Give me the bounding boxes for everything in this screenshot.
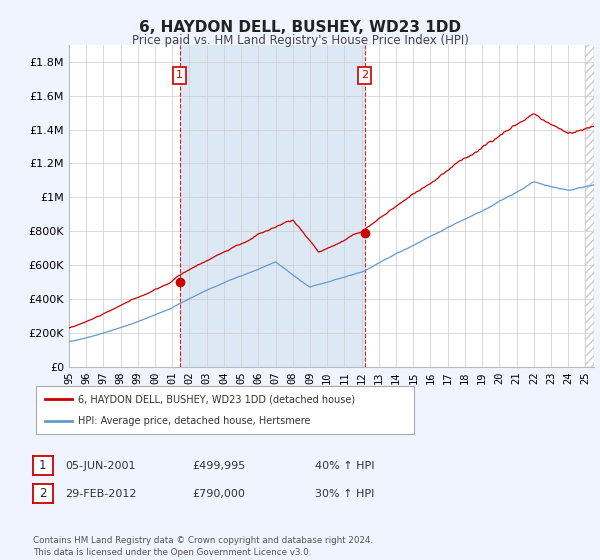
- Text: Contains HM Land Registry data © Crown copyright and database right 2024.
This d: Contains HM Land Registry data © Crown c…: [33, 536, 373, 557]
- Text: 29-FEB-2012: 29-FEB-2012: [65, 489, 136, 499]
- Text: Price paid vs. HM Land Registry's House Price Index (HPI): Price paid vs. HM Land Registry's House …: [131, 34, 469, 46]
- Text: 05-JUN-2001: 05-JUN-2001: [65, 461, 136, 471]
- Text: 6, HAYDON DELL, BUSHEY, WD23 1DD (detached house): 6, HAYDON DELL, BUSHEY, WD23 1DD (detach…: [77, 394, 355, 404]
- Text: 2: 2: [39, 487, 47, 501]
- Text: £790,000: £790,000: [192, 489, 245, 499]
- Bar: [586, 45, 594, 367]
- Text: 6, HAYDON DELL, BUSHEY, WD23 1DD: 6, HAYDON DELL, BUSHEY, WD23 1DD: [139, 20, 461, 35]
- Text: 40% ↑ HPI: 40% ↑ HPI: [315, 461, 374, 471]
- Text: 1: 1: [176, 71, 183, 80]
- Text: 30% ↑ HPI: 30% ↑ HPI: [315, 489, 374, 499]
- Text: 2: 2: [361, 71, 368, 80]
- Bar: [179, 45, 365, 367]
- Text: HPI: Average price, detached house, Hertsmere: HPI: Average price, detached house, Hert…: [77, 416, 310, 426]
- Text: £499,995: £499,995: [192, 461, 245, 471]
- Text: 1: 1: [39, 459, 47, 473]
